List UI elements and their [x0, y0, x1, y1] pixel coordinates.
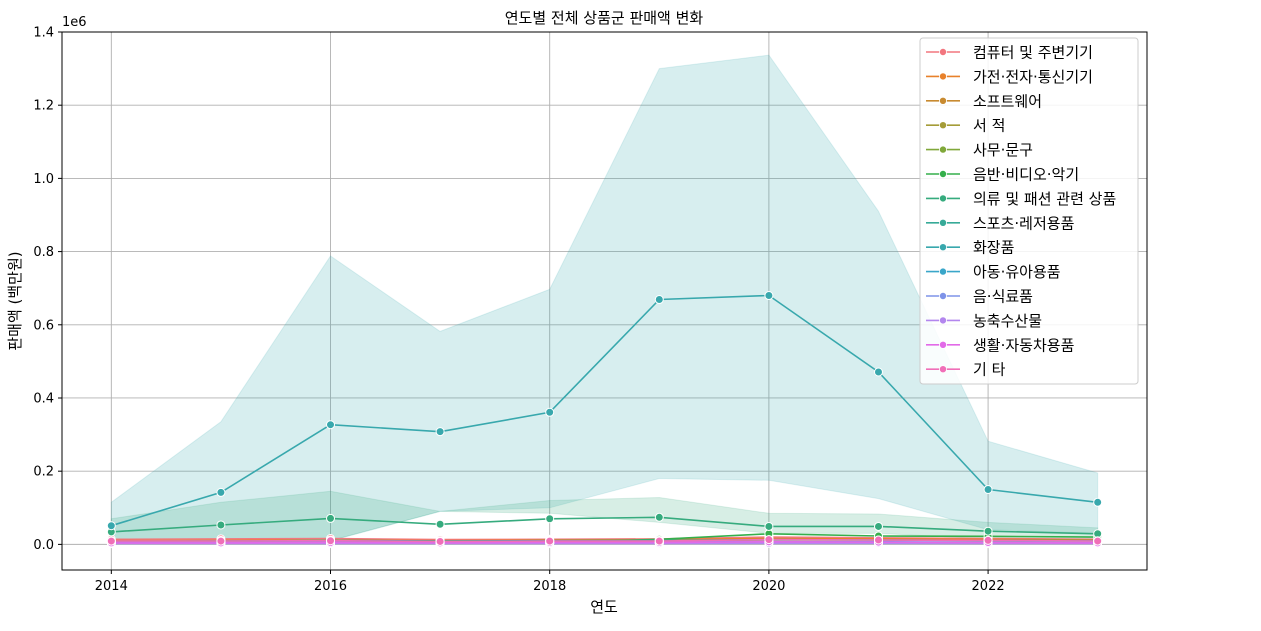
legend-label: 음·식료품 — [973, 288, 1033, 306]
y-offset-text: 1e6 — [62, 15, 87, 30]
legend-label: 아동·유아용품 — [973, 263, 1061, 281]
legend-swatch-marker — [939, 317, 946, 324]
legend-label: 농축수산물 — [973, 312, 1042, 330]
data-point — [765, 292, 773, 300]
data-point — [655, 296, 663, 304]
data-point — [436, 428, 444, 436]
y-tick-label: 0.8 — [33, 245, 54, 260]
data-point — [765, 536, 773, 544]
x-tick-label: 2020 — [752, 579, 785, 594]
x-tick-label: 2016 — [314, 579, 347, 594]
legend-label: 서 적 — [973, 117, 1005, 135]
data-point — [984, 536, 992, 544]
data-point — [546, 515, 554, 523]
legend-swatch-marker — [939, 341, 946, 348]
legend-label: 생활·자동차용품 — [973, 336, 1074, 354]
y-tick-label: 0.6 — [33, 318, 54, 333]
x-axis-label: 연도 — [590, 598, 618, 616]
data-point — [546, 537, 554, 545]
data-point — [327, 421, 335, 429]
legend-swatch-marker — [939, 73, 946, 80]
data-point — [874, 522, 882, 530]
legend-frame — [920, 38, 1138, 384]
data-point — [655, 513, 663, 521]
data-point — [217, 521, 225, 529]
data-point — [874, 368, 882, 376]
data-point — [1094, 498, 1102, 506]
legend-swatch-marker — [939, 146, 946, 153]
legend-swatch-marker — [939, 292, 946, 299]
legend-swatch-marker — [939, 268, 946, 275]
legend-label: 사무·문구 — [973, 141, 1033, 159]
data-point — [217, 488, 225, 496]
legend-label: 기 타 — [973, 361, 1006, 379]
y-tick-label: 0.0 — [33, 538, 54, 553]
data-point — [765, 522, 773, 530]
legend-label: 의류 및 패션 관련 상품 — [973, 190, 1116, 208]
data-point — [546, 408, 554, 416]
x-tick-label: 2022 — [972, 579, 1005, 594]
data-point — [107, 522, 115, 530]
legend-label: 스포츠·레저용품 — [973, 214, 1074, 232]
legend-label: 가전·전자·통신기기 — [973, 68, 1093, 86]
data-point — [984, 485, 992, 493]
y-tick-label: 0.2 — [33, 465, 54, 480]
legend-swatch-marker — [939, 195, 946, 202]
data-point — [107, 537, 115, 545]
data-point — [1094, 537, 1102, 545]
legend-swatch-marker — [939, 170, 946, 177]
data-point — [217, 537, 225, 545]
x-tick-label: 2018 — [533, 579, 566, 594]
legend-swatch-marker — [939, 244, 946, 251]
data-point — [327, 537, 335, 545]
legend-swatch-marker — [939, 48, 946, 55]
data-point — [436, 520, 444, 528]
y-tick-label: 1.4 — [33, 26, 54, 41]
data-point — [874, 536, 882, 544]
legend-swatch-marker — [939, 366, 946, 373]
legend-swatch-marker — [939, 122, 946, 129]
data-point — [327, 514, 335, 522]
y-tick-label: 1.0 — [33, 172, 54, 187]
x-tick-label: 2014 — [95, 579, 128, 594]
legend-label: 소프트웨어 — [973, 92, 1042, 110]
legend-label: 음반·비디오·악기 — [973, 166, 1079, 184]
legend-swatch-marker — [939, 97, 946, 104]
y-tick-label: 1.2 — [33, 99, 54, 114]
data-point — [436, 537, 444, 545]
legend-label: 컴퓨터 및 주변기기 — [973, 44, 1093, 62]
data-point — [655, 537, 663, 545]
y-tick-label: 0.4 — [33, 391, 54, 406]
data-point — [984, 527, 992, 535]
y-axis-label: 판매액 (백만원) — [6, 251, 24, 350]
chart-title: 연도별 전체 상품군 판매액 변화 — [505, 9, 704, 27]
legend-swatch-marker — [939, 219, 946, 226]
legend-label: 화장품 — [973, 239, 1014, 257]
